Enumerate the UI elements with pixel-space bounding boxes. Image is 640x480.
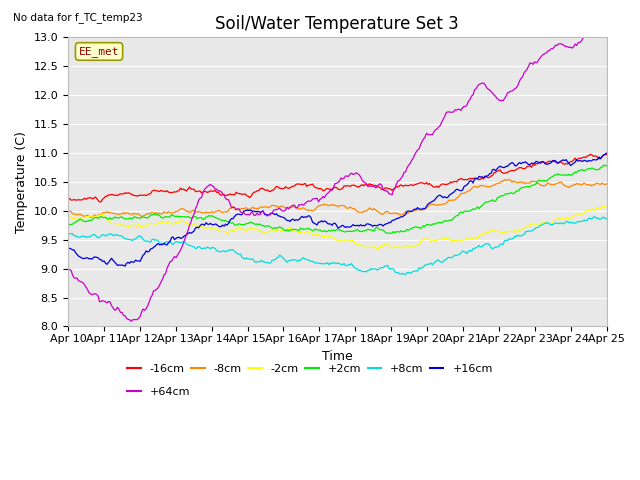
-8cm [64, 208, 72, 214]
-2cm [252, 226, 259, 232]
-16cm [132, 193, 140, 199]
+64cm [574, 40, 582, 46]
Text: EE_met: EE_met [79, 46, 119, 57]
-2cm [603, 204, 611, 210]
Title: Soil/Water Temperature Set 3: Soil/Water Temperature Set 3 [216, 15, 459, 33]
-16cm [586, 152, 594, 157]
+64cm [601, 23, 609, 28]
+16cm [64, 245, 72, 251]
+64cm [603, 23, 611, 29]
Line: -16cm: -16cm [68, 155, 607, 202]
-8cm [301, 206, 309, 212]
-2cm [243, 228, 250, 234]
Line: +2cm: +2cm [68, 165, 607, 233]
-2cm [300, 228, 307, 234]
+2cm [64, 222, 72, 228]
X-axis label: Time: Time [322, 349, 353, 362]
+16cm [132, 257, 140, 263]
-8cm [576, 181, 584, 187]
-2cm [64, 214, 72, 219]
+8cm [252, 260, 259, 265]
-16cm [574, 156, 582, 162]
-2cm [574, 212, 582, 218]
-2cm [130, 223, 138, 228]
+2cm [225, 218, 232, 224]
+64cm [132, 317, 140, 323]
-2cm [373, 246, 381, 252]
-8cm [86, 215, 94, 220]
+8cm [225, 248, 232, 253]
-8cm [253, 206, 261, 212]
+64cm [226, 201, 234, 207]
+8cm [603, 216, 611, 222]
+2cm [300, 227, 307, 232]
Line: +64cm: +64cm [68, 25, 607, 321]
Text: No data for f_TC_temp23: No data for f_TC_temp23 [13, 12, 143, 23]
-16cm [64, 196, 72, 202]
+64cm [244, 212, 252, 217]
+16cm [121, 264, 129, 269]
Line: -2cm: -2cm [68, 206, 607, 249]
+64cm [64, 266, 72, 272]
-16cm [253, 188, 261, 194]
+16cm [603, 150, 611, 156]
-8cm [132, 211, 140, 217]
+2cm [252, 221, 259, 227]
+2cm [385, 230, 393, 236]
+8cm [300, 255, 307, 261]
+2cm [243, 221, 250, 227]
+8cm [591, 214, 598, 219]
+16cm [253, 209, 261, 215]
+8cm [243, 255, 250, 261]
-16cm [244, 193, 252, 199]
+2cm [574, 168, 582, 174]
+8cm [130, 236, 138, 242]
Line: -8cm: -8cm [68, 180, 607, 217]
Line: +16cm: +16cm [68, 153, 607, 266]
-16cm [301, 180, 309, 186]
-8cm [603, 181, 611, 187]
-16cm [226, 191, 234, 197]
+64cm [301, 201, 309, 206]
+64cm [127, 318, 135, 324]
-8cm [244, 206, 252, 212]
+2cm [603, 163, 611, 169]
+16cm [301, 214, 309, 220]
-2cm [600, 204, 607, 209]
+2cm [601, 162, 609, 168]
Line: +8cm: +8cm [68, 216, 607, 275]
+64cm [253, 210, 261, 216]
+2cm [130, 214, 138, 220]
+16cm [244, 208, 252, 214]
-16cm [603, 152, 611, 157]
+8cm [64, 231, 72, 237]
+8cm [402, 272, 410, 277]
Legend: +64cm: +64cm [127, 387, 190, 397]
-8cm [226, 205, 234, 211]
-8cm [505, 177, 513, 182]
-16cm [96, 199, 104, 205]
+16cm [574, 158, 582, 164]
+8cm [574, 218, 582, 224]
Y-axis label: Temperature (C): Temperature (C) [15, 131, 28, 233]
-2cm [225, 231, 232, 237]
+16cm [226, 217, 234, 223]
